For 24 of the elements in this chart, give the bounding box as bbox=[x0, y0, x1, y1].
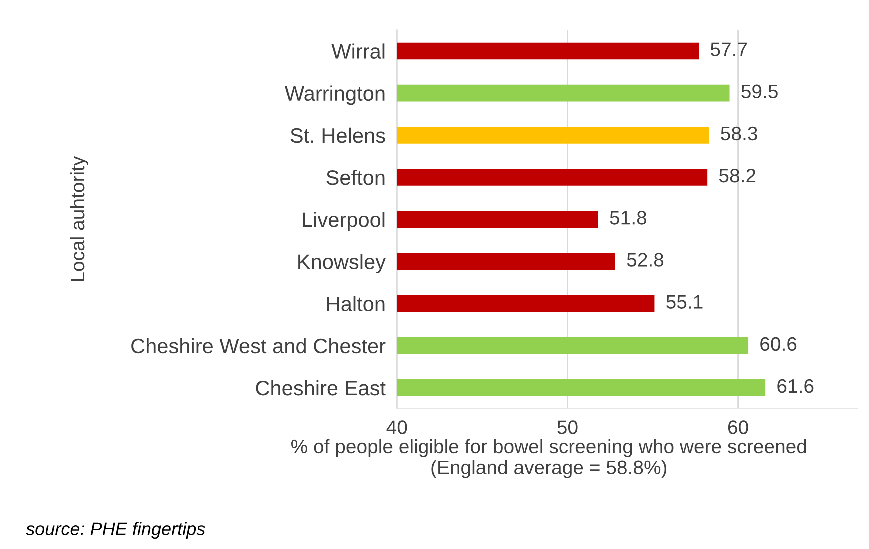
x-tick-label: 40 bbox=[386, 420, 408, 434]
data-label: 58.3 bbox=[721, 126, 758, 141]
data-label: 57.7 bbox=[710, 42, 748, 56]
y-tick-label: Knowsley bbox=[298, 254, 386, 274]
y-tick-label: Cheshire West and Chester bbox=[132, 338, 386, 354]
data-label: 59.5 bbox=[742, 84, 778, 99]
x-tick-label: 50 bbox=[558, 420, 578, 434]
data-label: 52.8 bbox=[627, 253, 664, 267]
y-tick-label: Sefton bbox=[326, 170, 385, 186]
y-tick-label: St. Helens bbox=[290, 128, 386, 144]
x-axis-title: % of people eligible for bowel screening who were screened (England average = 58.8%) bbox=[292, 439, 806, 478]
y-tick-label: Halton bbox=[328, 296, 385, 312]
data-label: 51.8 bbox=[610, 211, 647, 225]
y-tick-label: Wirral bbox=[332, 44, 385, 59]
y-tick-label: Warrington bbox=[285, 86, 385, 106]
y-axis-title: Local auhtority bbox=[70, 156, 89, 282]
y-tick-label: Liverpool bbox=[303, 212, 385, 232]
data-label: 55.1 bbox=[666, 295, 703, 309]
source-note: source: PHE fingertips bbox=[26, 522, 206, 540]
data-label: 61.6 bbox=[778, 379, 814, 394]
data-label: 60.6 bbox=[760, 337, 797, 352]
x-tick-label: 60 bbox=[728, 420, 748, 434]
y-tick-label: Cheshire East bbox=[256, 380, 386, 396]
data-label: 58.2 bbox=[719, 168, 756, 183]
